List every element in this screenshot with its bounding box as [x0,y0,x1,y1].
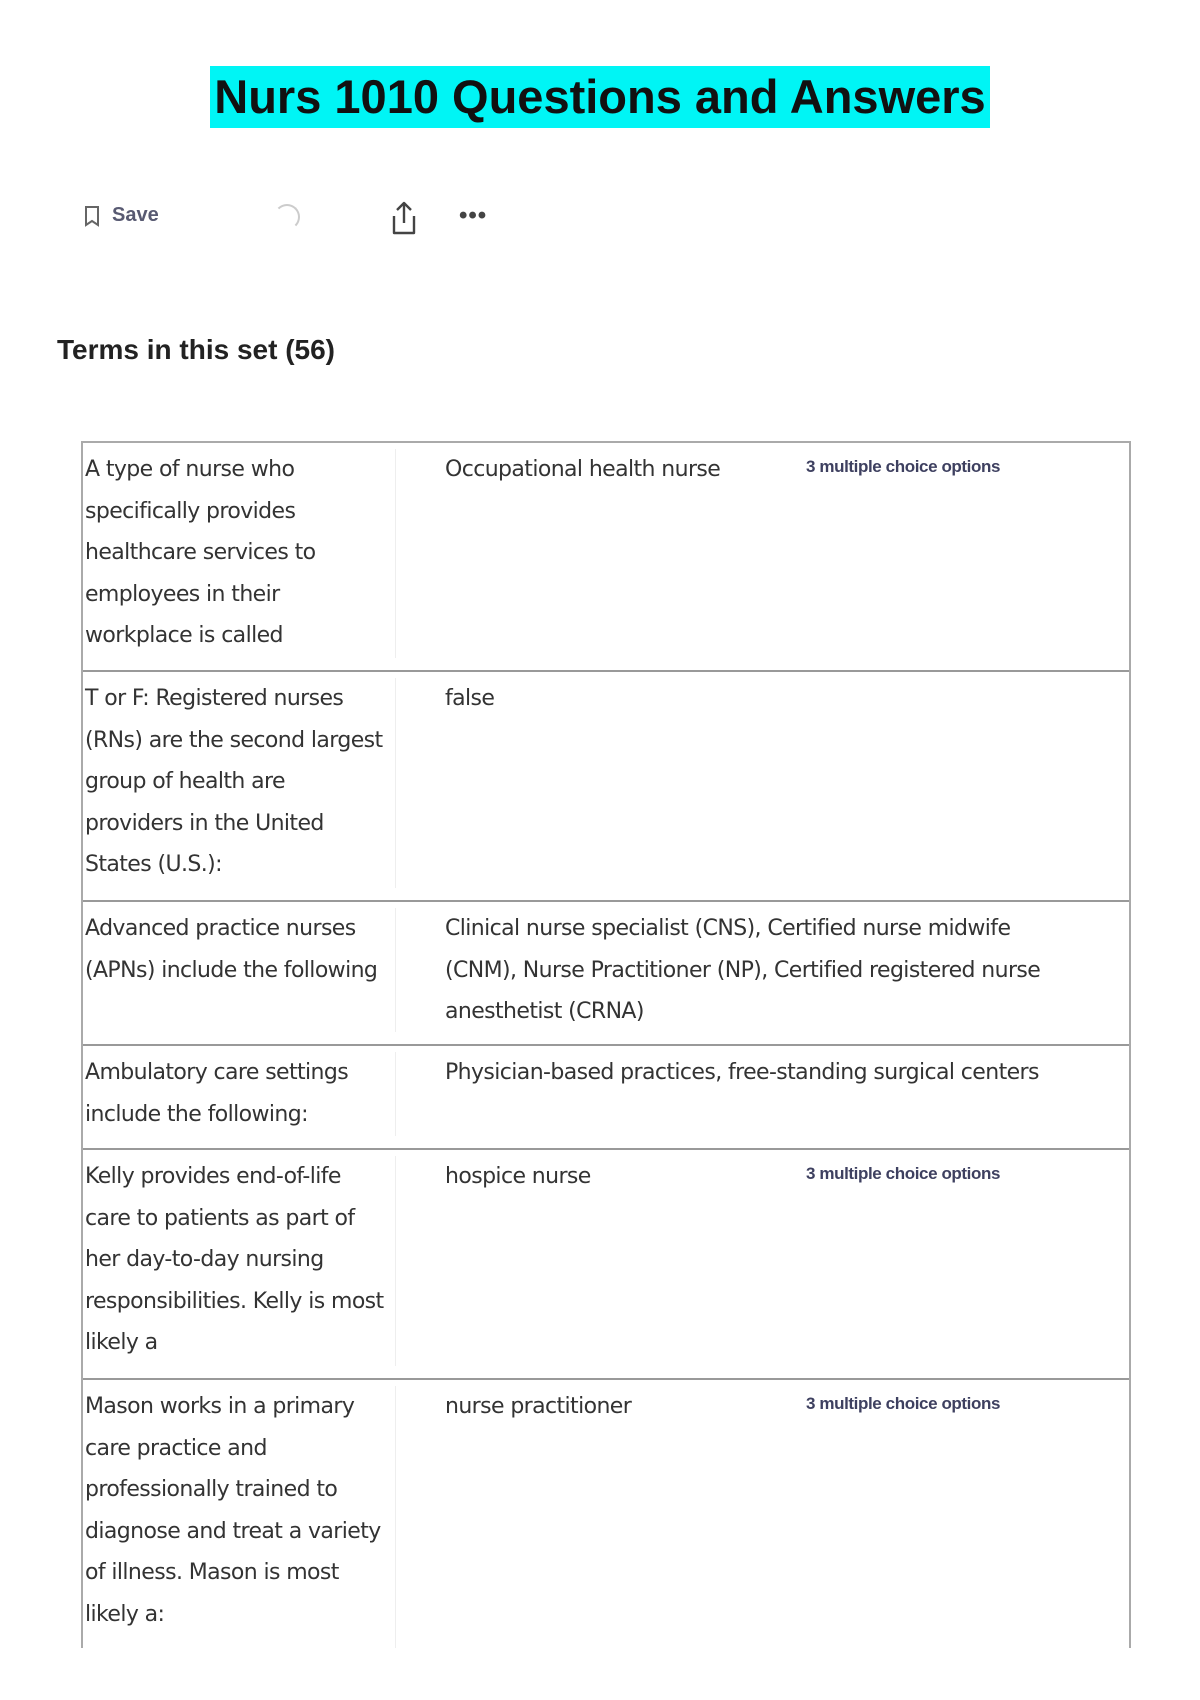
more-icon[interactable]: ••• [459,202,488,229]
card-definition: hospice nurse [445,1164,591,1189]
card-definition: Occupational health nurse [445,457,721,482]
card-term: Kelly provides end-of-life care to patie… [85,1164,384,1355]
card-row: T or F: Registered nurses (RNs) are the … [83,672,1129,902]
column-divider [395,1156,396,1366]
share-icon[interactable] [389,200,419,236]
multiple-choice-badge[interactable]: 3 multiple choice options [806,1164,1001,1183]
card-term: Advanced practice nurses (APNs) include … [85,916,378,983]
multiple-choice-badge[interactable]: 3 multiple choice options [806,1394,1001,1413]
card-definition: false [445,686,495,711]
multiple-choice-badge[interactable]: 3 multiple choice options [806,457,1001,476]
card-row: Kelly provides end-of-life care to patie… [83,1150,1129,1380]
card-definition: nurse practitioner [445,1394,632,1419]
card-term: A type of nurse who specifically provide… [85,457,316,648]
column-divider [395,449,396,658]
save-label: Save [112,204,159,226]
card-row: Advanced practice nurses (APNs) include … [83,902,1129,1046]
toolbar: Save ••• [84,200,504,240]
save-button[interactable]: Save [84,204,159,227]
card-row: A type of nurse who specifically provide… [83,443,1129,672]
card-row: Ambulatory care settings include the fol… [83,1046,1129,1150]
card-definition: Clinical nurse specialist (CNS), Certifi… [445,916,1041,1024]
card-definition: Physician-based practices, free-standing… [445,1060,1039,1085]
loading-spinner-icon [274,204,300,230]
card-row: Mason works in a primary care practice a… [83,1380,1129,1648]
card-term: Ambulatory care settings include the fol… [85,1060,349,1127]
card-term: Mason works in a primary care practice a… [85,1394,381,1627]
card-term: T or F: Registered nurses (RNs) are the … [85,686,383,877]
column-divider [395,1052,396,1136]
page-title: Nurs 1010 Questions and Answers [210,66,990,128]
terms-table: A type of nurse who specifically provide… [81,441,1131,1648]
column-divider [395,908,396,1032]
column-divider [395,1386,396,1648]
terms-heading: Terms in this set (56) [57,334,336,365]
bookmark-icon [85,205,99,227]
column-divider [395,678,396,888]
